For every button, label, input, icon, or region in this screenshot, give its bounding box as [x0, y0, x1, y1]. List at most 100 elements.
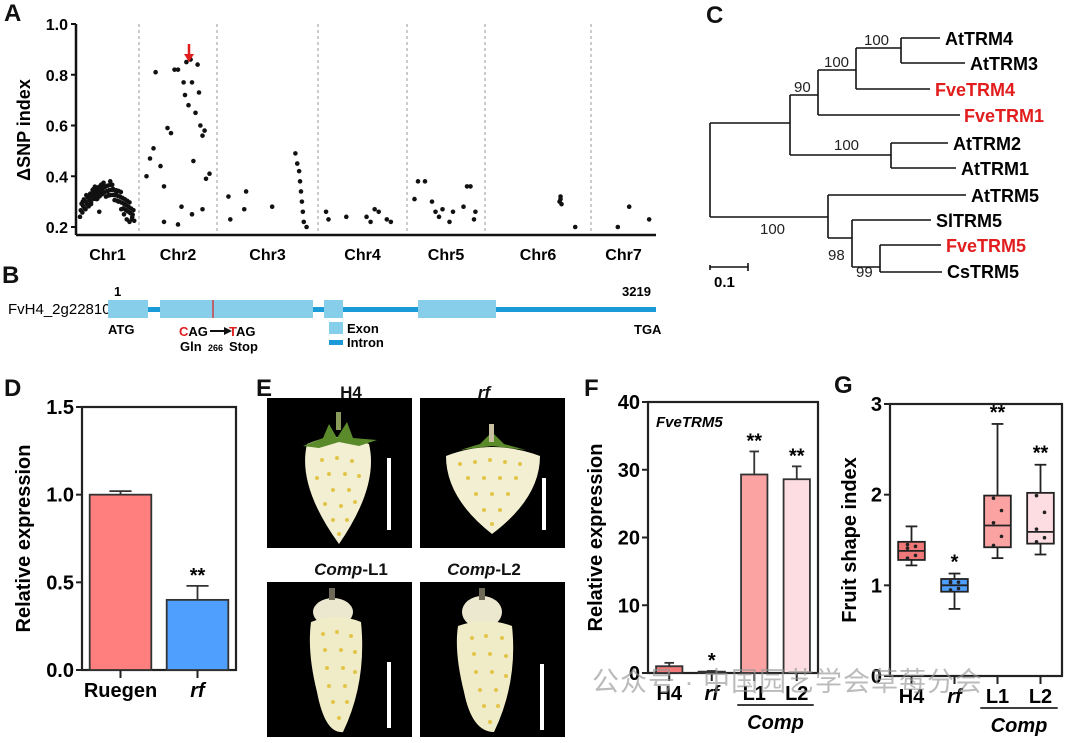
- panel-letter-d: D: [4, 375, 22, 402]
- fruit-photo-rf: [420, 398, 565, 548]
- significance-label: **: [1033, 443, 1049, 465]
- scatter-point: [130, 212, 135, 217]
- photo-label-rf: rf: [477, 383, 491, 402]
- phylogenetic-tree: AtTRM4 AtTRM3 FveTRM4 FveTRM1 AtTRM2 AtT…: [709, 29, 1044, 291]
- scatter-point: [412, 196, 417, 202]
- scatter-point: [207, 171, 212, 177]
- scatter-point: [144, 173, 149, 179]
- tree-leaf-labels: AtTRM4 AtTRM3 FveTRM4 FveTRM1 AtTRM2 AtT…: [935, 29, 1044, 282]
- significance-label: **: [789, 445, 805, 467]
- scatter-point: [193, 110, 198, 116]
- y-tick-label: 0: [871, 666, 882, 688]
- x-category-label: Chr7: [605, 247, 642, 262]
- scatter-point: [226, 194, 231, 199]
- scatter-point: [415, 179, 421, 184]
- leaf-label: AtTRM1: [961, 159, 1029, 179]
- data-point: [1042, 535, 1047, 540]
- y-axis-label: ΔSNP index: [14, 79, 34, 181]
- scatter-point: [293, 151, 298, 156]
- scatter-point: [572, 224, 578, 230]
- panel-letter-g: G: [834, 372, 853, 399]
- scatter-point: [299, 199, 305, 204]
- leaf-label-highlighted: FveTRM1: [964, 106, 1044, 126]
- scatter-point: [127, 200, 132, 205]
- group-label: Comp: [747, 712, 804, 734]
- y-tick-label: 1: [871, 575, 882, 597]
- scatter-point: [189, 80, 195, 85]
- scatter-point: [191, 158, 196, 164]
- panel-letter-c: C: [706, 2, 724, 29]
- scatter-point: [468, 184, 473, 189]
- x-category-label: Chr1: [89, 247, 126, 262]
- plot-frame: [80, 405, 238, 672]
- photo-label-h4: H4: [340, 383, 362, 402]
- x-category-label: H4: [899, 686, 925, 708]
- scatter-point: [388, 219, 394, 225]
- scatter-point: [158, 163, 163, 169]
- amino-acid-after: Stop: [229, 339, 258, 354]
- significance-label: **: [990, 402, 1006, 424]
- photo-label-comp-l1: Comp-L1: [314, 560, 388, 579]
- y-tick-label: 40: [618, 392, 640, 414]
- y-tick-label: 2: [871, 485, 882, 507]
- scatter-point: [464, 184, 470, 189]
- scatter-point: [200, 206, 205, 212]
- x-category-label: Chr4: [344, 247, 381, 262]
- significance-label: *: [708, 650, 716, 672]
- data-point: [905, 542, 910, 547]
- scatter-point: [161, 184, 167, 189]
- scatter-point: [109, 182, 115, 188]
- y-axis-label: Relative expression: [13, 445, 35, 633]
- scatter-point: [86, 204, 91, 209]
- y-tick-label: 0.8: [46, 68, 68, 85]
- mutation-position: 266: [208, 343, 223, 353]
- bootstrap-value: 100: [834, 137, 859, 154]
- scatter-point: [461, 204, 466, 209]
- scatter-point: [195, 62, 200, 67]
- significance-label: *: [951, 552, 959, 574]
- stop-codon-label: TGA: [634, 322, 662, 337]
- intron-line: [113, 307, 656, 312]
- scatter-point: [200, 133, 205, 138]
- scatter-point: [168, 130, 174, 136]
- leaf-label: AtTRM5: [971, 186, 1039, 206]
- mutation-arrowhead-icon: [224, 327, 232, 335]
- scatter-point: [175, 67, 181, 72]
- scatter-point: [436, 214, 442, 220]
- fruit-photo-comp-l2: [420, 582, 565, 737]
- bar: [740, 473, 769, 674]
- scatter-point: [198, 123, 203, 128]
- bootstrap-value: 100: [864, 32, 889, 49]
- x-category-label: Chr3: [249, 247, 286, 262]
- scatter-point: [107, 179, 113, 184]
- scatter-point: [182, 92, 188, 98]
- scatter-point: [165, 125, 170, 131]
- x-category-label: L2: [785, 683, 808, 705]
- data-point: [905, 556, 910, 560]
- scatter-point: [196, 90, 202, 95]
- scatter-point: [189, 212, 195, 217]
- panel-letter-a: A: [4, 0, 22, 27]
- data-point: [948, 588, 953, 592]
- scatter-point: [186, 102, 191, 108]
- y-tick-label: 0.6: [46, 119, 68, 136]
- group-label: Comp: [991, 715, 1048, 737]
- y-tick-label: 10: [618, 595, 640, 617]
- x-category-label: L1: [986, 686, 1009, 708]
- legend-intron-label: Intron: [347, 335, 384, 350]
- y-axis-label: Fruit shape index: [839, 457, 861, 623]
- x-category-label: L1: [743, 683, 766, 705]
- scatter-point: [323, 209, 329, 215]
- data-point: [956, 586, 961, 591]
- fruit-photo-h4: [267, 398, 412, 548]
- scatter-point: [615, 224, 621, 230]
- scatter-point: [447, 219, 452, 225]
- scatter-point: [294, 161, 300, 166]
- x-category-label: Chr6: [520, 247, 557, 262]
- panel-letter-e: E: [256, 375, 273, 402]
- scatter-point: [131, 207, 136, 213]
- exon-4: [418, 300, 496, 318]
- bootstrap-value: 90: [794, 79, 811, 96]
- scatter-point: [184, 59, 189, 65]
- scatter-point: [471, 217, 477, 222]
